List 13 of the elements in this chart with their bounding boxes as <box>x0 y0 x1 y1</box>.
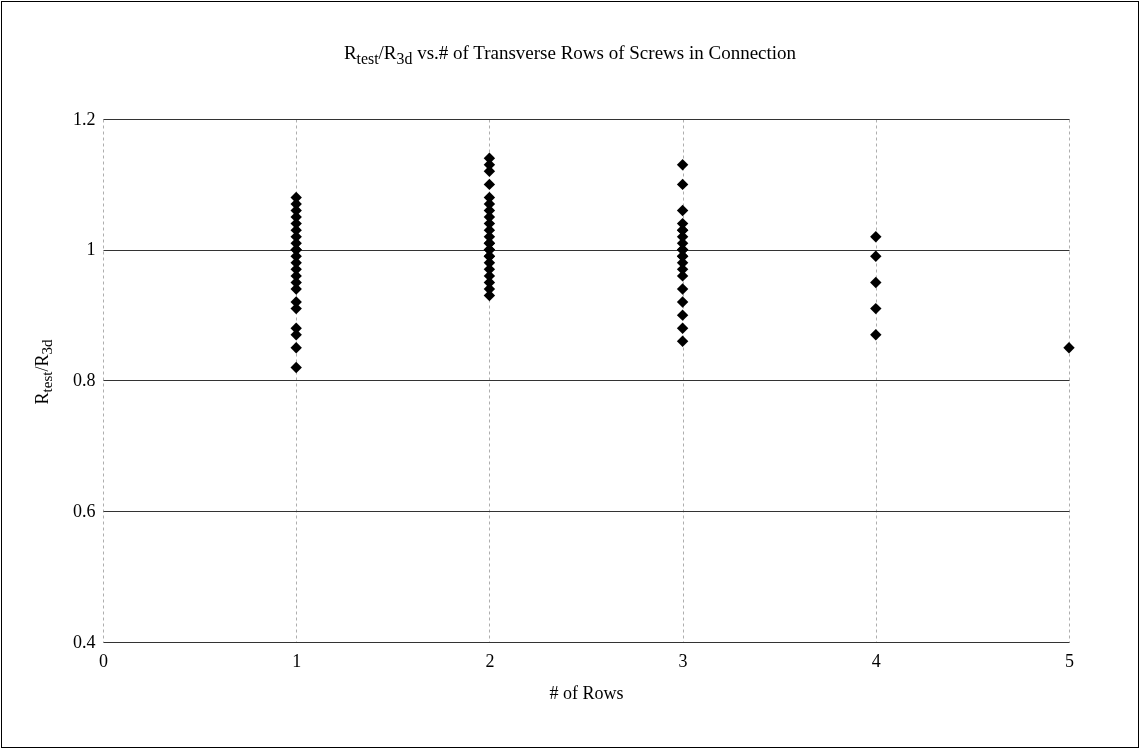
chart-title: R$_{test}$/R$_{3d}$ vs.# of Transverse Rows of Screws in Connection <box>342 42 798 68</box>
x-tick-label: 3 <box>678 650 688 671</box>
x-tick-label: 0 <box>99 650 108 671</box>
y-tick-label: 1.2 <box>73 108 96 129</box>
x-tick-label: 5 <box>1065 650 1074 671</box>
x-tick-label: 1 <box>292 650 302 671</box>
y-tick-label: 0.8 <box>73 370 96 390</box>
x-tick-label: 4 <box>871 650 881 671</box>
y-tick-label: 0.6 <box>73 500 96 521</box>
y-tick-label: 1 <box>86 239 96 260</box>
y-tick-label: 0.4 <box>73 631 96 652</box>
x-tick-label: 2 <box>485 650 495 671</box>
x-axis-title: # of Rows <box>549 682 624 703</box>
